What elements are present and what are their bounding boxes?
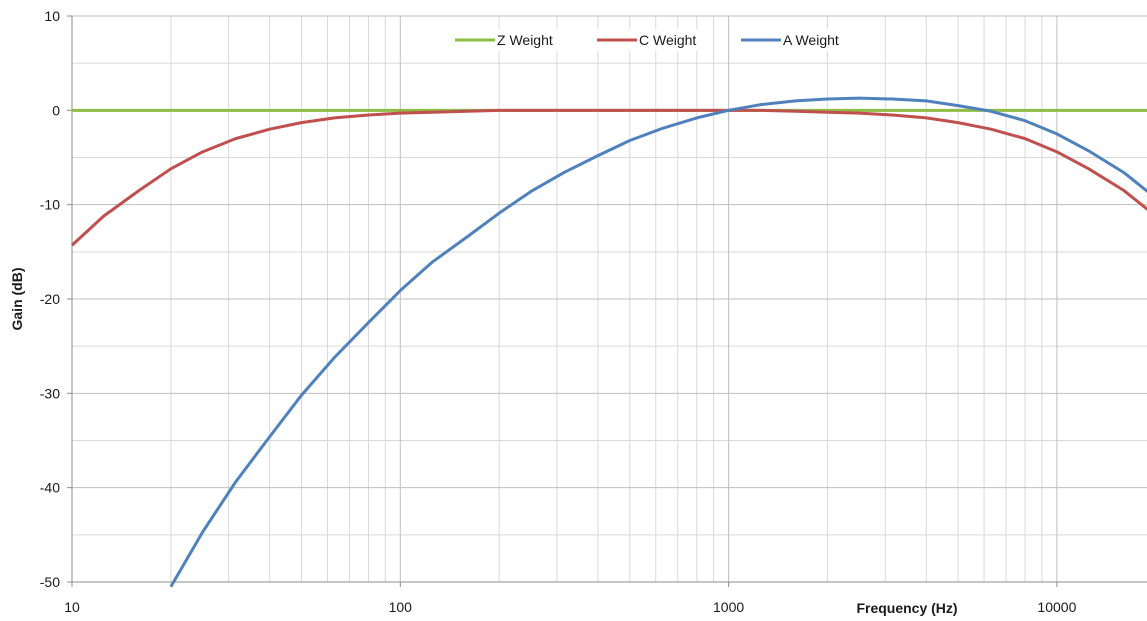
x-tick-label: 10 [64, 599, 80, 615]
y-axis-title: Gain (dB) [9, 268, 25, 331]
y-tick-label: 10 [44, 8, 60, 24]
series-c-weight-line [70, 108, 1147, 247]
x-tick-label: 10000 [1037, 599, 1076, 615]
x-tick-label: 1000 [713, 599, 744, 615]
x-tick-label: 100 [389, 599, 413, 615]
y-tick-label: -10 [40, 197, 60, 213]
x-axis-title: Frequency (Hz) [856, 600, 957, 616]
y-tick-label: -40 [40, 480, 60, 496]
legend-bg-z-weight [451, 29, 563, 51]
legend: Z Weight C Weight A Weight [451, 29, 849, 51]
legend-bg-c-weight [593, 29, 705, 51]
legend-bg-a-weight [737, 29, 849, 51]
legend-label-c-weight: C Weight [639, 32, 696, 48]
y-tick-label: -50 [40, 574, 60, 590]
series-a-weight-line [169, 96, 1147, 588]
y-tick-label: -30 [40, 385, 60, 401]
legend-label-a-weight: A Weight [783, 32, 839, 48]
series-lines [70, 96, 1147, 588]
y-tick-label: -20 [40, 291, 60, 307]
y-tick-label: 0 [52, 102, 60, 118]
legend-label-z-weight: Z Weight [497, 32, 553, 48]
